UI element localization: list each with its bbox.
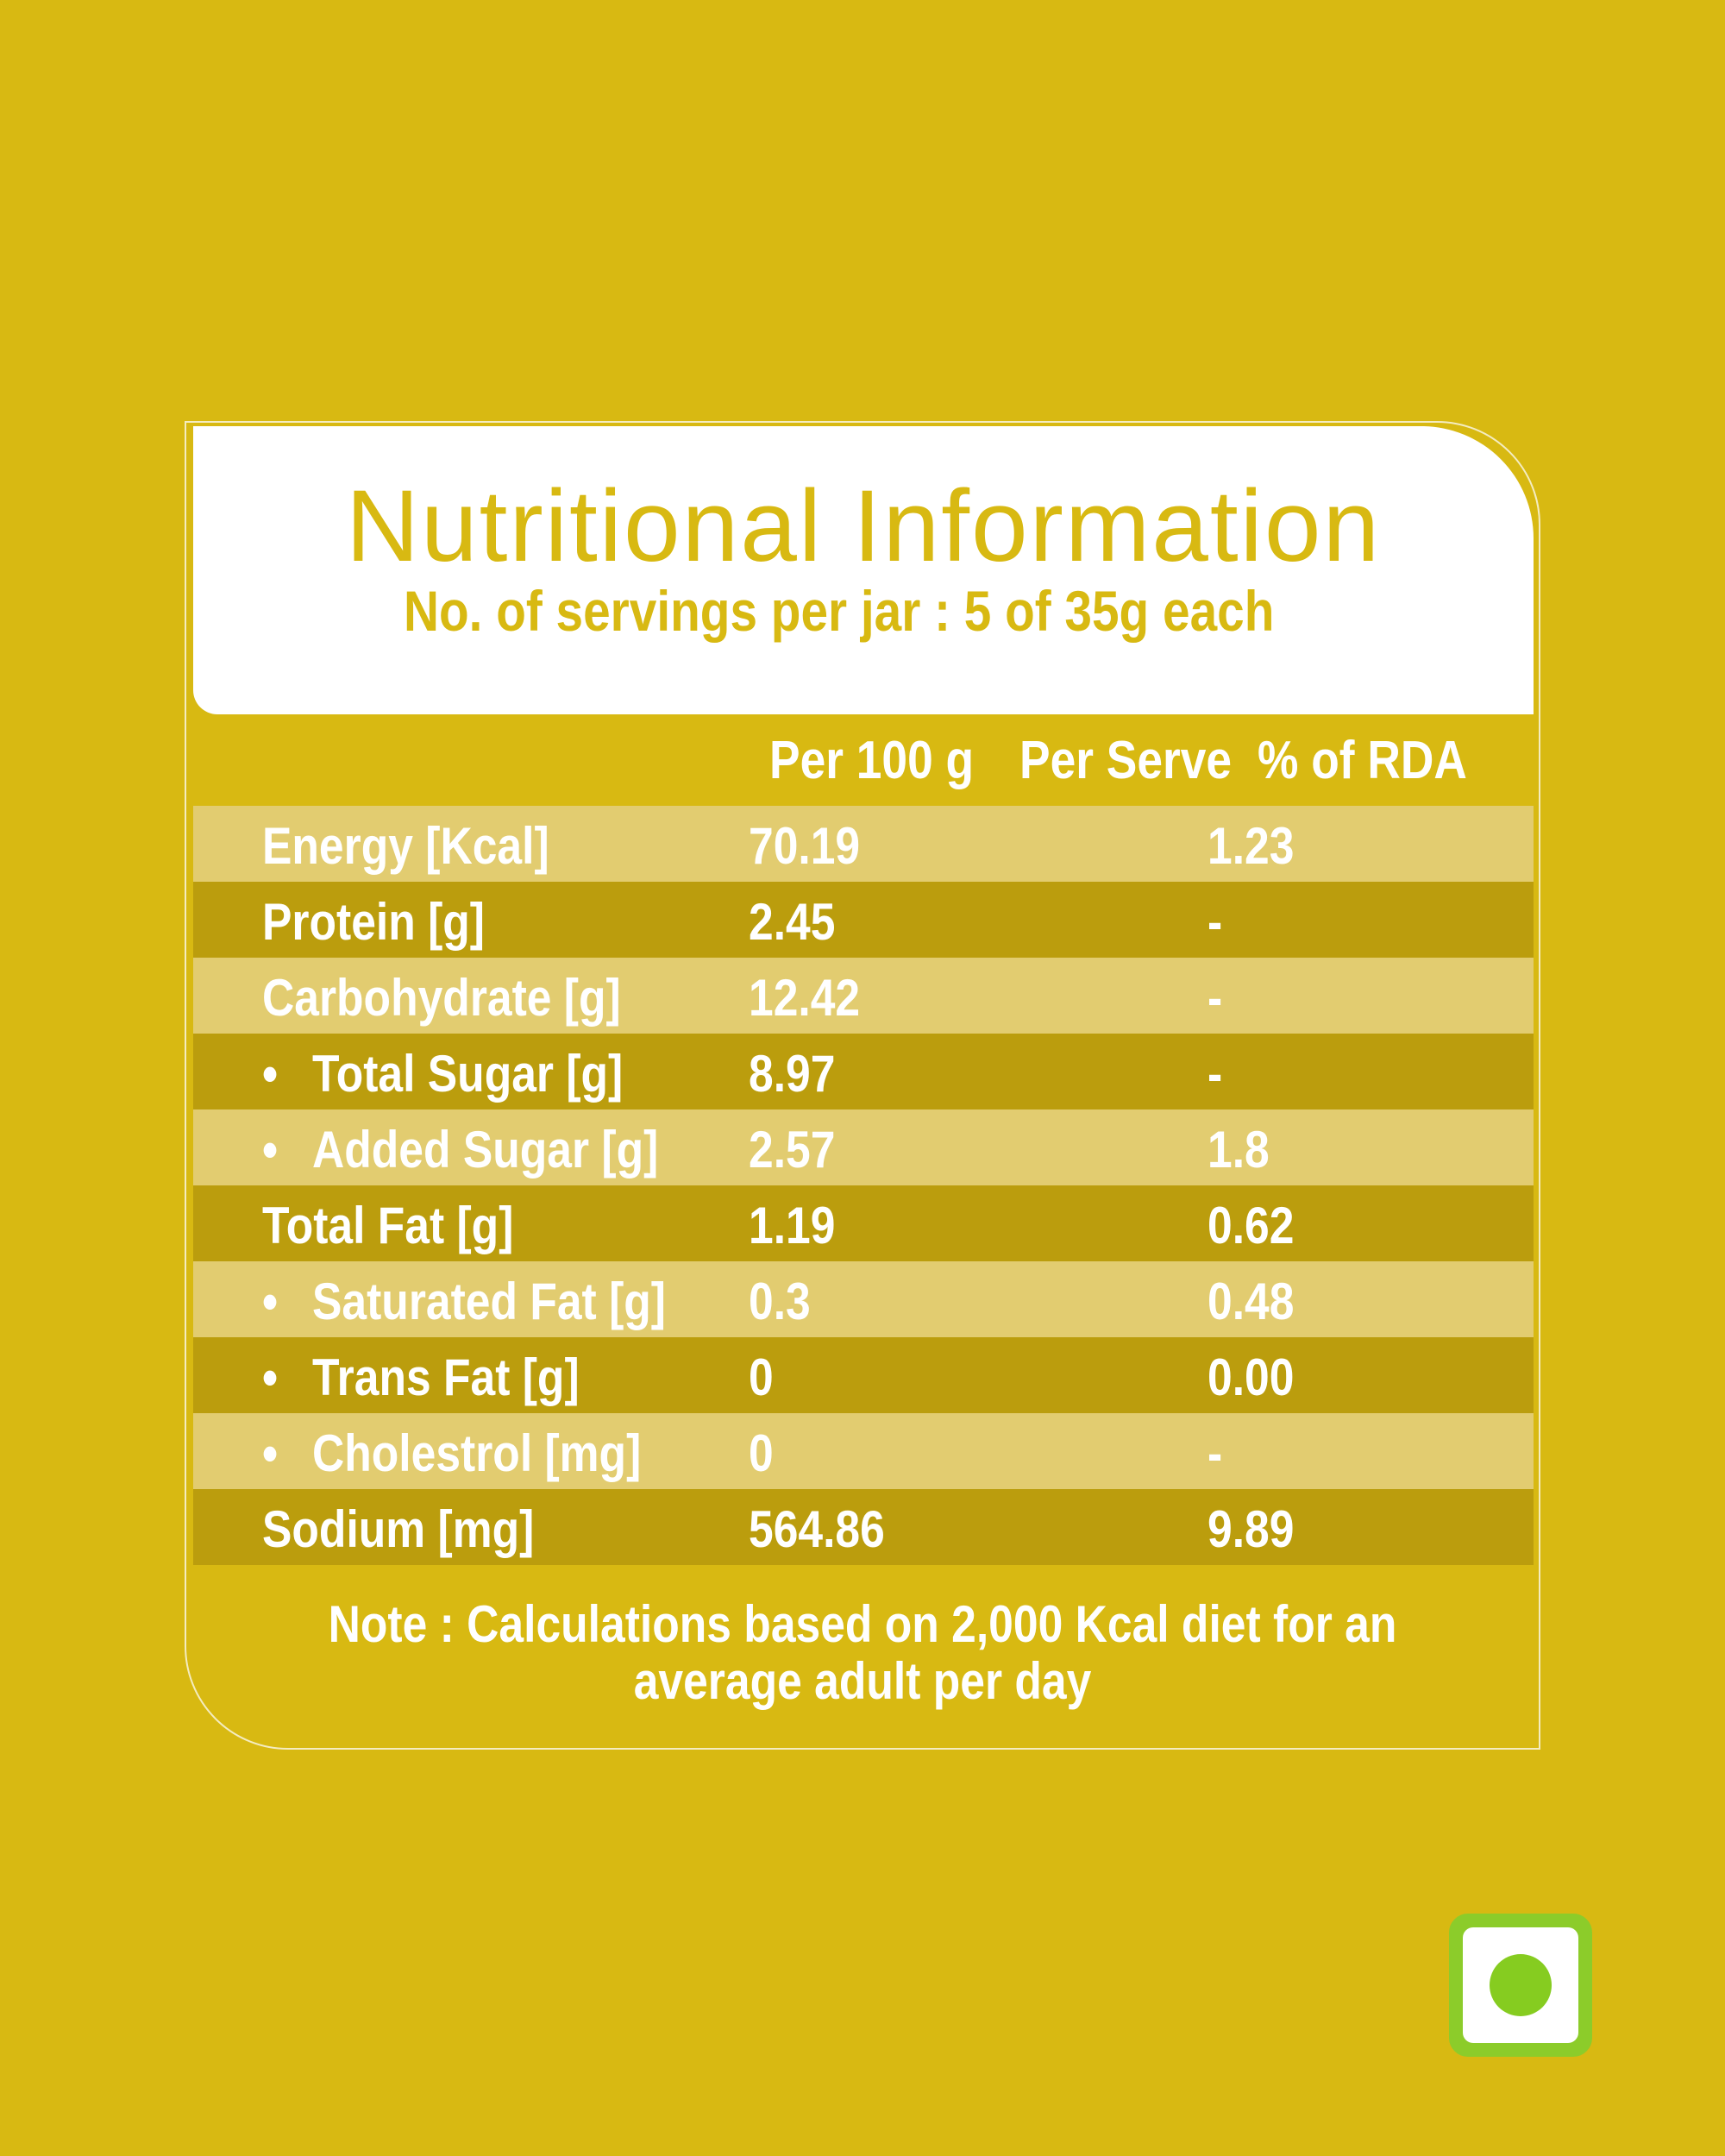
table-row: • Saturated Fat [g] 0.3 0.48 [193, 1261, 1534, 1337]
table-row: Carbohydrate [g] 12.42 - [193, 958, 1534, 1034]
footnote-line-1: Note : Calculations based on 2,000 Kcal … [328, 1595, 1397, 1653]
row-label: Added Sugar [g] [312, 1121, 659, 1179]
row-per-100g: 12.42 [749, 969, 861, 1027]
nutrition-header: Nutritional Information No. of servings … [193, 426, 1534, 714]
row-rda: - [1208, 1045, 1223, 1103]
row-per-100g: 2.45 [749, 893, 836, 951]
row-label: Saturated Fat [g] [312, 1273, 666, 1330]
row-rda: - [1208, 1424, 1223, 1482]
row-per-100g: 0.3 [749, 1273, 811, 1330]
servings-subtitle: No. of servings per jar : 5 of 35g each [404, 579, 1275, 643]
row-per-100g: 0 [749, 1424, 774, 1482]
table-row: Sodium [mg] 564.86 9.89 [193, 1489, 1534, 1565]
row-label: Total Fat [g] [262, 1197, 514, 1254]
bullet-icon: • [262, 1045, 279, 1103]
row-label: Protein [g] [262, 893, 485, 951]
footnote-line-2: average adult per day [633, 1652, 1092, 1710]
veg-symbol-icon [1449, 1914, 1592, 2057]
table-row: • Trans Fat [g] 0 0.00 [193, 1337, 1534, 1413]
bullet-icon: • [262, 1273, 279, 1330]
row-label: Energy [Kcal] [262, 817, 549, 875]
page-title: Nutritional Information [345, 469, 1382, 583]
footnote: Note : Calculations based on 2,000 Kcal … [185, 1596, 1540, 1710]
row-per-100g: 564.86 [749, 1500, 885, 1558]
row-rda: 0.62 [1208, 1197, 1295, 1254]
table-row: • Cholestrol [mg] 0 - [193, 1413, 1534, 1489]
row-label: Sodium [mg] [262, 1500, 535, 1558]
column-header-per-100g: Per 100 g [769, 731, 975, 790]
row-rda: 1.23 [1208, 817, 1295, 875]
row-rda: 0.48 [1208, 1273, 1295, 1330]
table-row: Energy [Kcal] 70.19 1.23 [193, 806, 1534, 882]
veg-symbol-dot [1490, 1954, 1552, 2016]
row-rda: - [1208, 969, 1223, 1027]
row-label: Total Sugar [g] [312, 1045, 624, 1103]
nutrition-panel-border [185, 421, 1540, 1750]
bullet-icon: • [262, 1121, 279, 1179]
row-per-100g: 0 [749, 1348, 774, 1406]
column-header-per-serve: Per Serve [1019, 731, 1233, 790]
row-per-100g: 2.57 [749, 1121, 836, 1179]
row-label: Carbohydrate [g] [262, 969, 621, 1027]
row-rda: 9.89 [1208, 1500, 1295, 1558]
table-row: Protein [g] 2.45 - [193, 882, 1534, 958]
nutrition-table: Energy [Kcal] 70.19 1.23 Protein [g] 2.4… [193, 806, 1534, 1565]
row-per-100g: 8.97 [749, 1045, 836, 1103]
bullet-icon: • [262, 1424, 279, 1482]
row-per-100g: 1.19 [749, 1197, 836, 1254]
table-row: Total Fat [g] 1.19 0.62 [193, 1185, 1534, 1261]
row-rda: - [1208, 893, 1223, 951]
row-rda: 0.00 [1208, 1348, 1295, 1406]
row-rda: 1.8 [1208, 1121, 1270, 1179]
veg-symbol-square [1463, 1927, 1578, 2043]
bullet-icon: • [262, 1348, 279, 1406]
table-row: • Added Sugar [g] 2.57 1.8 [193, 1109, 1534, 1185]
row-label: Trans Fat [g] [312, 1348, 580, 1406]
row-label: Cholestrol [mg] [312, 1424, 642, 1482]
column-header-rda: % of RDA [1258, 731, 1467, 790]
row-per-100g: 70.19 [749, 817, 861, 875]
table-row: • Total Sugar [g] 8.97 - [193, 1034, 1534, 1109]
